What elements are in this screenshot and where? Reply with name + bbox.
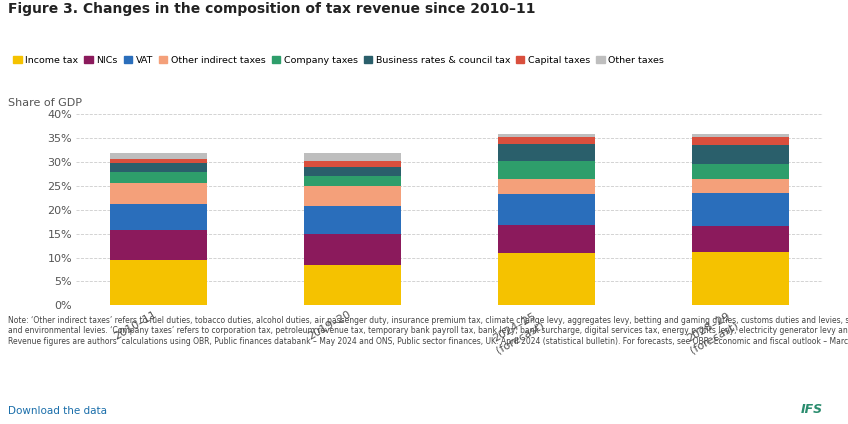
- Bar: [304, 206, 401, 234]
- Bar: [110, 159, 207, 163]
- Bar: [110, 230, 207, 260]
- Text: Figure 3. Changes in the composition of tax revenue since 2010–11: Figure 3. Changes in the composition of …: [8, 2, 536, 16]
- Bar: [692, 134, 789, 137]
- Bar: [304, 186, 401, 206]
- Bar: [498, 137, 594, 144]
- Text: IFS: IFS: [801, 402, 823, 416]
- Bar: [110, 183, 207, 204]
- Bar: [110, 172, 207, 183]
- Bar: [692, 179, 789, 193]
- Text: Share of GDP: Share of GDP: [8, 98, 82, 108]
- Text: Download the data: Download the data: [8, 405, 108, 416]
- Bar: [304, 265, 401, 305]
- Bar: [304, 161, 401, 167]
- Bar: [498, 225, 594, 253]
- Bar: [110, 204, 207, 230]
- Legend: Income tax, NICs, VAT, Other indirect taxes, Company taxes, Business rates & cou: Income tax, NICs, VAT, Other indirect ta…: [14, 56, 664, 65]
- Bar: [110, 153, 207, 159]
- Bar: [692, 137, 789, 145]
- Bar: [304, 167, 401, 176]
- Bar: [692, 164, 789, 179]
- Bar: [498, 179, 594, 194]
- Bar: [692, 252, 789, 305]
- Bar: [304, 153, 401, 161]
- Bar: [304, 176, 401, 186]
- Bar: [692, 145, 789, 164]
- Bar: [110, 260, 207, 305]
- Bar: [498, 144, 594, 161]
- Bar: [692, 193, 789, 226]
- Text: Note: ‘Other indirect taxes’ refers to fuel duties, tobacco duties, alcohol duti: Note: ‘Other indirect taxes’ refers to f…: [8, 316, 848, 346]
- Bar: [110, 163, 207, 172]
- Bar: [304, 234, 401, 265]
- Bar: [498, 253, 594, 305]
- Bar: [692, 226, 789, 252]
- Bar: [498, 134, 594, 137]
- Bar: [498, 161, 594, 179]
- Bar: [498, 194, 594, 225]
